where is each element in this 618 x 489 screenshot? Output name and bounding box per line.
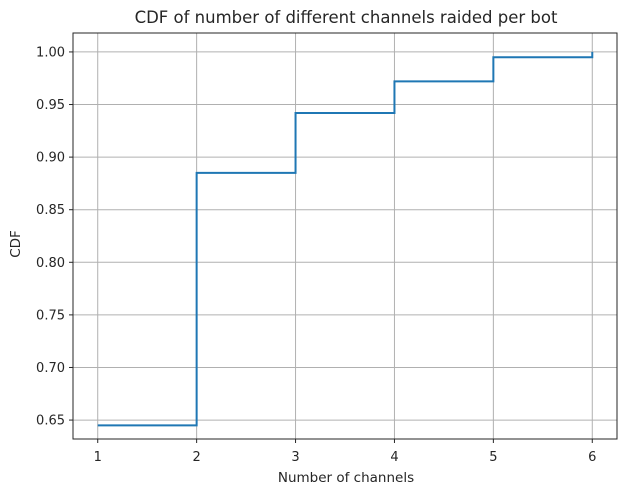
x-tick-label: 4 <box>390 450 398 465</box>
plot-frame <box>72 32 618 440</box>
x-tick-label: 6 <box>588 450 596 465</box>
grid-lines <box>73 33 617 439</box>
y-tick-label: 0.90 <box>36 151 65 166</box>
y-tick-label: 0.95 <box>36 98 65 113</box>
series-group <box>97 51 594 427</box>
y-tick-label: 0.75 <box>36 308 65 323</box>
x-tick-label: 5 <box>489 450 497 465</box>
chart-title: CDF of number of different channels raid… <box>135 8 558 27</box>
x-tick-label: 3 <box>291 450 299 465</box>
y-tick-label: 0.85 <box>36 203 65 218</box>
x-tick-label: 1 <box>94 450 102 465</box>
y-tick-label: 0.80 <box>36 256 65 271</box>
x-tick-label: 2 <box>192 450 200 465</box>
y-tick-label: 1.00 <box>36 45 65 60</box>
y-tick-label: 0.70 <box>36 361 65 376</box>
y-axis-label: CDF <box>8 230 24 258</box>
y-tick-label: 0.65 <box>36 414 65 429</box>
x-axis-label: Number of channels <box>278 470 414 486</box>
y-axis-ticks: 0.65 0.70 0.75 0.80 0.85 0.90 0.95 1.00 <box>36 45 73 429</box>
cdf-step-line <box>97 51 594 427</box>
x-axis-ticks: 1 2 3 4 5 6 <box>94 439 596 465</box>
